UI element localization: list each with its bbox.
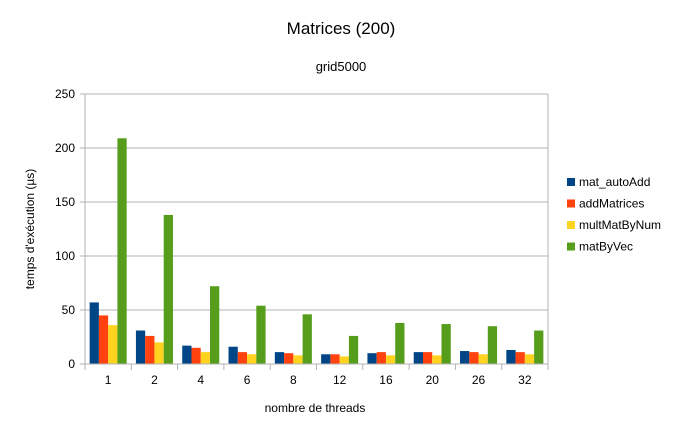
bar-mat_autoAdd-1: [89, 302, 99, 364]
x-tick-label: 1: [105, 373, 112, 387]
bar-mat_autoAdd-26: [460, 351, 470, 364]
bar-addMatrices-16: [376, 352, 386, 364]
bar-matByVec-32: [534, 330, 544, 364]
legend-label-matByVec: matByVec: [579, 240, 633, 254]
x-tick-label: 26: [472, 373, 486, 387]
x-tick-label: 8: [290, 373, 297, 387]
bar-addMatrices-4: [191, 347, 201, 364]
bar-multMatByNum-32: [524, 354, 535, 364]
y-tick-label: 250: [55, 87, 75, 101]
x-tick-label: 32: [518, 373, 532, 387]
chart-title: Matrices (200): [287, 19, 396, 38]
bar-addMatrices-2: [145, 335, 155, 364]
bars: [89, 138, 544, 364]
bar-mat_autoAdd-20: [413, 352, 423, 364]
bar-addMatrices-1: [98, 315, 109, 364]
bar-multMatByNum-2: [154, 342, 164, 364]
y-tick-label: 0: [68, 357, 75, 371]
bar-mat_autoAdd-16: [367, 353, 377, 364]
bar-multMatByNum-20: [432, 355, 442, 364]
bar-multMatByNum-1: [108, 325, 118, 364]
y-tick-label: 150: [55, 195, 75, 209]
legend-swatch-mat_autoAdd: [567, 178, 575, 186]
bar-mat_autoAdd-8: [274, 352, 285, 364]
bar-mat_autoAdd-2: [135, 330, 146, 364]
bar-multMatByNum-12: [339, 356, 349, 364]
bar-matByVec-1: [117, 138, 127, 364]
bar-mat_autoAdd-4: [182, 345, 192, 364]
legend-swatch-multMatByNum: [567, 221, 575, 229]
x-tick-label: 20: [426, 373, 440, 387]
bar-matByVec-4: [210, 286, 220, 364]
bar-multMatByNum-8: [293, 355, 303, 364]
bar-matByVec-8: [302, 314, 312, 364]
legend-label-mat_autoAdd: mat_autoAdd: [579, 175, 650, 189]
bar-addMatrices-6: [237, 352, 248, 364]
y-tick-label: 100: [55, 249, 75, 263]
bar-addMatrices-20: [422, 352, 433, 364]
bar-matByVec-16: [395, 322, 405, 364]
bar-addMatrices-12: [330, 354, 340, 364]
legend-label-multMatByNum: multMatByNum: [579, 218, 661, 232]
bar-addMatrices-8: [284, 353, 294, 364]
x-tick-label: 2: [151, 373, 158, 387]
bar-multMatByNum-26: [478, 354, 488, 364]
bar-addMatrices-32: [515, 352, 525, 364]
y-tick-label: 50: [62, 303, 76, 317]
legend: mat_autoAdd addMatrices multMatByNum matByV…: [567, 175, 661, 254]
bar-matByVec-20: [441, 324, 451, 364]
bar-mat_autoAdd-6: [228, 346, 238, 364]
bar-matByVec-12: [348, 335, 359, 364]
y-axis-label: temps d'exécution (µs): [23, 169, 37, 290]
bar-mat_autoAdd-32: [506, 349, 516, 364]
legend-label-addMatrices: addMatrices: [579, 197, 644, 211]
y-tick-label: 200: [55, 141, 75, 155]
bar-matByVec-2: [163, 214, 173, 364]
x-tick-label: 4: [197, 373, 204, 387]
chart-subtitle: grid5000: [316, 59, 367, 74]
bar-mat_autoAdd-12: [321, 354, 331, 364]
bar-addMatrices-26: [469, 352, 479, 364]
gridlines: [80, 93, 548, 365]
x-axis-label: nombre de threads: [265, 401, 366, 415]
legend-swatch-matByVec: [567, 242, 575, 251]
legend-swatch-addMatrices: [567, 199, 575, 208]
bar-multMatByNum-6: [247, 354, 257, 364]
bar-matByVec-6: [256, 305, 266, 364]
bar-matByVec-26: [487, 326, 498, 364]
x-tick-label: 6: [244, 373, 251, 387]
x-tick-label: 12: [333, 373, 347, 387]
bar-multMatByNum-4: [200, 352, 211, 364]
bar-multMatByNum-16: [385, 355, 396, 364]
x-tick-label: 16: [379, 373, 393, 387]
